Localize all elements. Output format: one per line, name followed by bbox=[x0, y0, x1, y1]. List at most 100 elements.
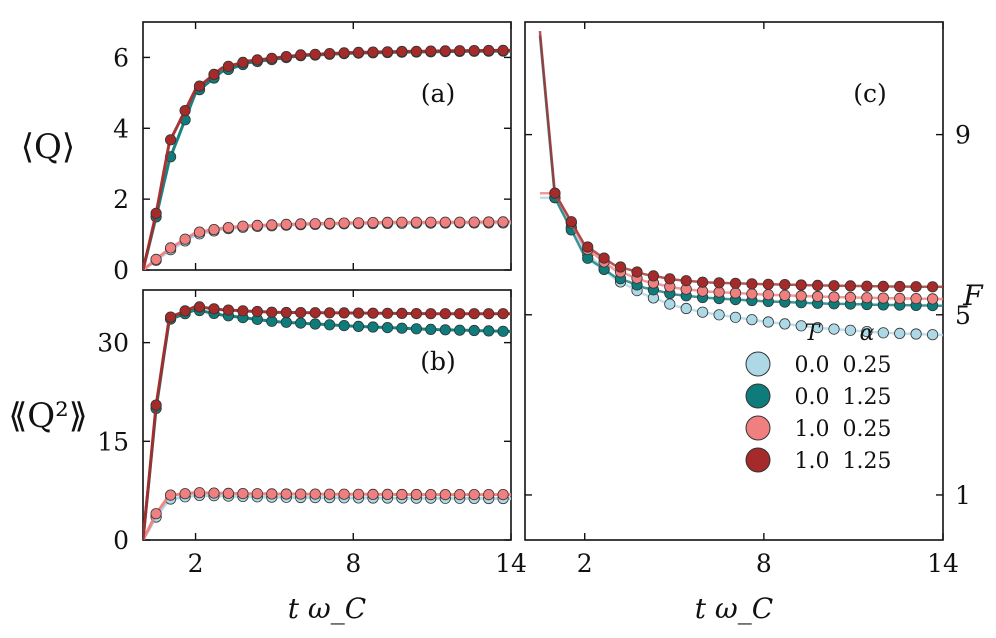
data-point bbox=[598, 252, 610, 264]
data-point bbox=[779, 278, 791, 291]
data-point bbox=[323, 217, 336, 229]
series-line bbox=[538, 30, 943, 289]
y-axis-label: ⟨Q⟩ bbox=[21, 127, 75, 167]
data-point bbox=[222, 222, 234, 234]
y-axis-label: F bbox=[962, 279, 984, 312]
data-point bbox=[877, 327, 889, 339]
x-axis-label: t ω_C bbox=[695, 592, 773, 625]
data-point bbox=[352, 488, 365, 500]
data-point bbox=[483, 216, 495, 228]
series bbox=[143, 487, 511, 540]
panel-label: (b) bbox=[420, 347, 456, 376]
data-point bbox=[454, 216, 466, 228]
data-point bbox=[208, 303, 220, 315]
data-point bbox=[410, 307, 422, 320]
y-tick-label: 0 bbox=[113, 526, 129, 555]
legend-marker bbox=[745, 415, 771, 441]
data-point bbox=[861, 280, 873, 292]
data-point bbox=[410, 216, 422, 228]
x-tick-label: 2 bbox=[188, 549, 204, 578]
series bbox=[143, 216, 511, 270]
data-point bbox=[165, 242, 177, 254]
data-point bbox=[497, 308, 509, 320]
data-point bbox=[926, 293, 939, 305]
data-point bbox=[647, 270, 660, 282]
y-tick-label: 0 bbox=[113, 256, 129, 285]
data-point bbox=[894, 327, 906, 339]
data-point bbox=[208, 224, 220, 236]
data-point bbox=[237, 305, 249, 317]
data-point bbox=[367, 488, 379, 500]
data-point bbox=[266, 52, 278, 64]
data-point bbox=[266, 219, 278, 231]
data-point bbox=[179, 488, 191, 500]
legend-T-value: 0.0 bbox=[795, 385, 830, 410]
data-point bbox=[352, 307, 365, 319]
data-point bbox=[208, 68, 220, 81]
data-point bbox=[193, 487, 206, 499]
series bbox=[538, 30, 943, 293]
legend-title-alpha: α bbox=[860, 321, 875, 346]
legend-title-T: T bbox=[805, 321, 822, 346]
data-point bbox=[367, 46, 379, 58]
legend-marker bbox=[745, 447, 771, 473]
data-point bbox=[280, 488, 292, 500]
data-point bbox=[549, 187, 561, 199]
data-point bbox=[828, 323, 840, 335]
data-point bbox=[410, 323, 422, 335]
plot-frame bbox=[142, 21, 512, 271]
data-point bbox=[338, 47, 350, 59]
legend-alpha-value: 0.25 bbox=[843, 417, 892, 442]
plot-area bbox=[538, 30, 943, 341]
data-point bbox=[396, 488, 408, 501]
data-point bbox=[352, 217, 365, 229]
data-point bbox=[208, 487, 220, 499]
legend-alpha-value: 1.25 bbox=[843, 385, 892, 410]
data-point bbox=[844, 280, 857, 292]
data-point bbox=[150, 399, 162, 411]
y-tick-label: 4 bbox=[113, 114, 129, 143]
legend-alpha-value: 0.25 bbox=[843, 353, 892, 378]
data-point bbox=[165, 489, 177, 501]
legend-alpha-value: 1.25 bbox=[843, 449, 892, 474]
data-point bbox=[439, 488, 451, 501]
data-point bbox=[150, 508, 162, 520]
data-point bbox=[762, 289, 774, 301]
data-point bbox=[894, 280, 906, 293]
legend-T-value: 0.0 bbox=[795, 353, 830, 378]
data-point bbox=[280, 50, 292, 63]
data-point bbox=[323, 488, 336, 500]
data-point bbox=[222, 304, 234, 316]
data-point bbox=[713, 277, 725, 289]
data-point bbox=[150, 207, 162, 219]
data-point bbox=[280, 306, 292, 319]
y-tick-label: 30 bbox=[97, 329, 129, 358]
y-tick-label: 6 bbox=[113, 43, 129, 72]
data-point bbox=[762, 278, 774, 290]
data-point bbox=[746, 288, 758, 300]
data-point bbox=[795, 290, 807, 302]
data-point bbox=[295, 49, 307, 61]
data-point bbox=[497, 216, 509, 228]
data-point bbox=[729, 311, 742, 323]
data-point bbox=[338, 488, 350, 500]
data-point bbox=[454, 488, 466, 501]
data-point bbox=[439, 216, 451, 228]
data-point bbox=[828, 291, 840, 303]
data-point bbox=[381, 321, 394, 334]
data-point bbox=[396, 322, 408, 334]
data-point bbox=[425, 323, 437, 335]
data-point bbox=[179, 305, 191, 317]
y-tick-label: 9 bbox=[955, 121, 971, 150]
x-tick-label: 8 bbox=[756, 549, 772, 578]
data-point bbox=[779, 289, 791, 301]
data-point bbox=[381, 307, 394, 319]
data-point bbox=[680, 275, 692, 287]
x-tick-label: 2 bbox=[577, 549, 593, 578]
plot-frame bbox=[524, 21, 944, 541]
data-point bbox=[323, 319, 336, 331]
data-point bbox=[193, 226, 206, 238]
data-point bbox=[280, 218, 292, 230]
